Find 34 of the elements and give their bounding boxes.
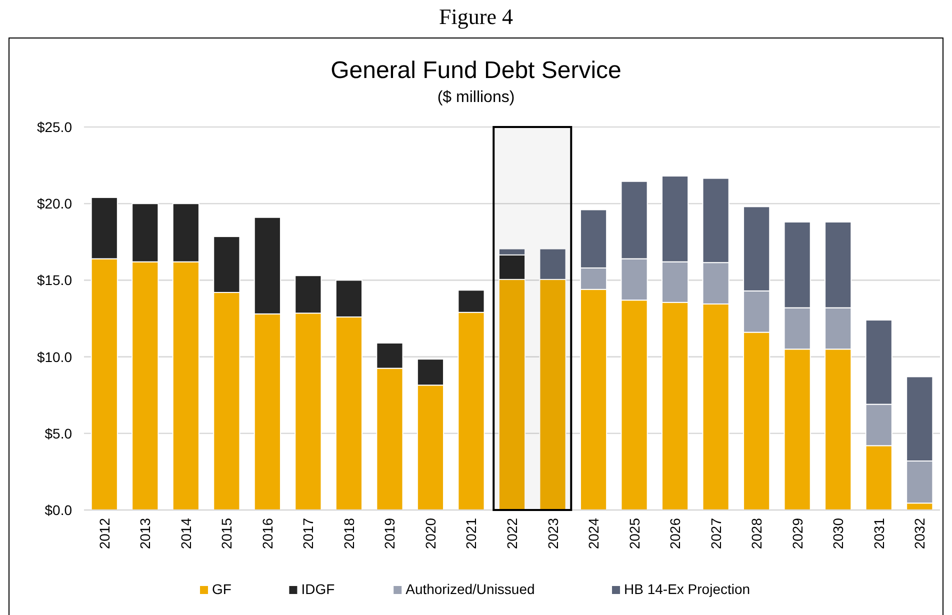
x-tick-label: 2013: [137, 518, 154, 550]
x-tick-label: 2031: [870, 518, 887, 550]
x-tick-label: 2012: [96, 518, 112, 550]
x-tick-label: 2029: [789, 518, 806, 550]
x-tick-label: 2032: [912, 518, 928, 550]
x-tick-label: 2024: [586, 518, 602, 550]
y-tick-label: $25.0: [36, 119, 72, 135]
x-tick-label: 2028: [748, 518, 765, 550]
chart-title: General Fund Debt Service: [330, 57, 622, 84]
legend-label: GF: [212, 581, 232, 597]
y-tick-label: $0.0: [44, 502, 72, 518]
x-tick-label: 2021: [463, 518, 480, 550]
x-tick-label: 2015: [218, 518, 235, 550]
y-tick-label: $15.0: [36, 272, 72, 288]
x-tick-label: 2023: [544, 518, 561, 550]
chart-subtitle: ($ millions): [437, 89, 515, 106]
x-tick-label: 2020: [422, 518, 438, 550]
legend-label: Authorized/Unissued: [406, 581, 535, 597]
x-tick-label: 2016: [259, 518, 276, 550]
legend-label: IDGF: [301, 581, 335, 597]
caption: Figure 4: [439, 4, 513, 29]
x-tick-label: 2018: [340, 518, 357, 550]
x-tick-label: 2014: [178, 518, 194, 550]
y-tick-label: $20.0: [36, 196, 72, 212]
y-tick-label: $10.0: [36, 348, 72, 365]
legend-label: HB 14-Ex Projection: [624, 581, 750, 597]
x-tick-label: 2017: [300, 518, 316, 550]
x-tick-label: 2022: [504, 518, 520, 550]
x-tick-label: 2019: [382, 518, 398, 550]
y-tick-label: $5.0: [44, 425, 72, 442]
x-tick-label: 2027: [708, 518, 724, 550]
x-tick-label: 2025: [626, 518, 642, 550]
x-tick-label: 2026: [667, 518, 684, 550]
x-tick-label: 2030: [830, 518, 846, 550]
